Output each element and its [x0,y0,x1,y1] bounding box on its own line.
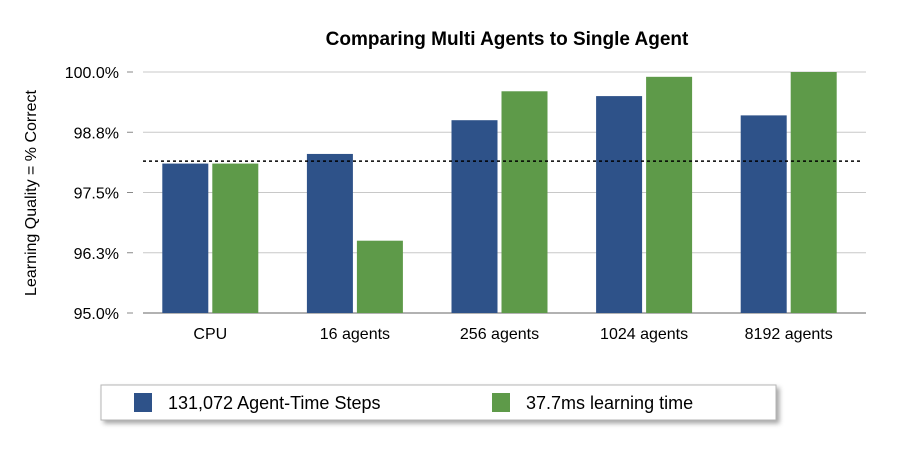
x-tick-label: 8192 agents [745,326,833,343]
bar-series-1 [451,120,498,313]
y-tick-label: 96.3% [74,246,119,263]
bar-series-2 [790,72,837,313]
legend-box [100,384,777,421]
legend-swatch-series-2 [492,393,510,412]
legend-swatch-series-1 [134,393,152,412]
chart-title: Comparing Multi Agents to Single Agent [326,29,689,50]
bar-series-2 [646,76,693,313]
y-tick-label: 95.0% [74,306,119,323]
x-tick-label: 1024 agents [600,326,688,343]
y-tick-labels: 95.0% 96.3% 97.5% 98.8% 100.0% [65,65,119,323]
bar-series-1 [596,96,643,313]
x-tick-label: 16 agents [320,326,390,343]
y-tick-label: 100.0% [65,65,119,82]
y-tick-label: 97.5% [74,186,119,203]
bar-series-2 [356,240,403,313]
x-tick-labels: CPU 16 agents 256 agents 1024 agents 8192 ag… [193,326,832,343]
y-axis-label: Learning Quality = % Correct [23,90,40,296]
legend-label-series-2: 37.7ms learning time [526,393,693,413]
bar-series-1 [306,153,353,313]
bars [162,72,837,313]
legend-label-series-1: 131,072 Agent-Time Steps [168,393,380,413]
y-tick-label: 98.8% [74,125,119,142]
bar-series-2 [212,163,259,313]
bar-series-2 [501,91,548,313]
x-tick-label: CPU [193,326,227,343]
bar-series-1 [162,163,209,313]
x-tick-label: 256 agents [460,326,539,343]
legend: 131,072 Agent-Time Steps 37.7ms learning… [100,384,777,421]
bar-series-1 [740,115,787,313]
